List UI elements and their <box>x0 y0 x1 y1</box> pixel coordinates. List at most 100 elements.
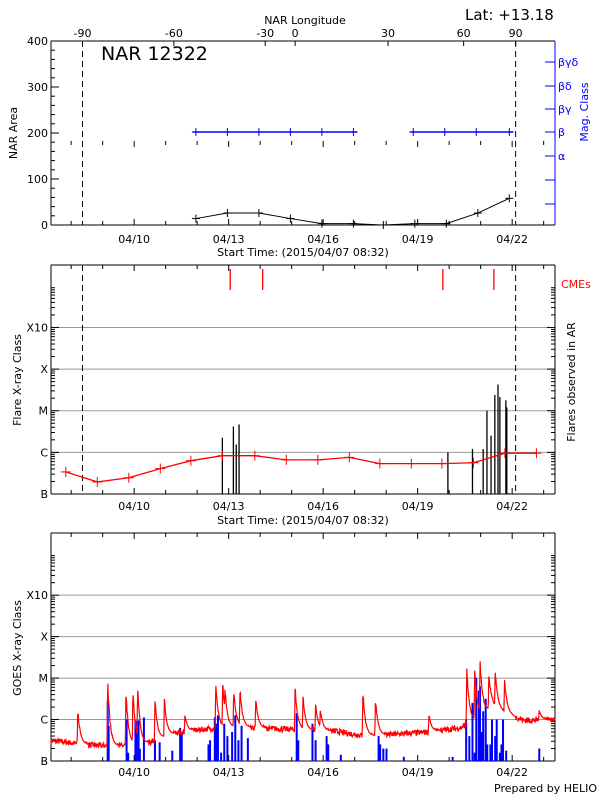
goes-short-channel-bar <box>538 748 541 761</box>
panel-nar-area: 04/10 04/13 04/16 04/19 04/22 0 100 200 300 400 βγ… <box>27 35 579 246</box>
latitude-label: Lat: +13.18 <box>465 6 554 24</box>
goes-short-channel-bar <box>468 736 471 761</box>
x-tick-label: 04/10 <box>118 233 150 246</box>
goes-short-channel-bar <box>311 723 314 761</box>
x-tick-label: 04/13 <box>213 500 245 513</box>
x-tick-label: 04/10 <box>118 500 150 513</box>
mag-class-label: α <box>558 150 565 163</box>
longitude-tick-label: -60 <box>165 27 183 40</box>
goes-short-channel-bar <box>471 702 474 761</box>
goes-short-channel-bar <box>216 715 219 761</box>
goes-short-channel-bar <box>325 736 328 761</box>
goes-short-channel-bar <box>153 740 156 761</box>
goes-short-channel-bar <box>295 713 298 761</box>
goes-short-channel-bar <box>327 744 330 761</box>
goes-short-channel-bar <box>223 723 226 761</box>
x-tick-label: 04/19 <box>402 766 434 779</box>
y-tick-label: C <box>40 446 48 459</box>
mag-class-ylabel: Mag. Class <box>578 82 591 141</box>
goes-short-channel-bar <box>179 727 182 761</box>
goes-short-channel-bar <box>491 719 493 761</box>
goes-short-channel-bar <box>473 752 476 761</box>
goes-short-channel-bar <box>505 750 508 761</box>
goes-short-channel-bar <box>382 748 385 761</box>
goes-short-channel-bar <box>207 744 210 761</box>
goes-short-channel-bar <box>489 744 492 761</box>
nar-area-line <box>195 197 510 226</box>
y-tick-label: C <box>40 714 48 727</box>
longitude-tick-label: -30 <box>256 27 274 40</box>
goes-short-channel-bar <box>477 690 480 761</box>
credit-label: Prepared by HELIO <box>494 782 597 795</box>
goes-short-channel-bar <box>215 723 218 761</box>
y-tick-label: M <box>39 672 49 685</box>
goes-short-channel-bar <box>158 742 161 761</box>
y-tick-label: 400 <box>27 35 48 48</box>
y-tick-label: B <box>40 755 48 768</box>
panel-goes: B C M X X10 04/10 04/13 04/16 04/19 04/22 <box>26 532 556 779</box>
x-tick-label: 04/13 <box>213 766 245 779</box>
longitude-tick-label: 90 <box>509 27 523 40</box>
x-tick-label: 04/22 <box>496 500 528 513</box>
y-tick-label: 100 <box>27 173 48 186</box>
x-tick-label: 04/19 <box>402 500 434 513</box>
goes-short-channel-bar <box>171 750 174 761</box>
longitude-tick-label: -90 <box>74 27 92 40</box>
x-tick-label: 04/16 <box>307 233 339 246</box>
goes-short-channel-bar <box>220 752 223 761</box>
y-tick-label: X10 <box>26 321 48 334</box>
y-tick-label: X10 <box>26 589 48 602</box>
flare-class-ylabel: Flare X-ray Class <box>11 334 24 426</box>
y-tick-label: X <box>40 631 48 644</box>
panel1-xlabel: Start Time: (2015/04/07 08:32) <box>217 246 389 259</box>
x-tick-label: 04/10 <box>118 766 150 779</box>
longitude-tick-label: 0 <box>292 27 299 40</box>
goes-short-channel-bar <box>480 731 483 761</box>
x-tick-label: 04/22 <box>496 766 528 779</box>
cmes-label: CMEs <box>561 278 591 291</box>
goes-short-channel-bar <box>107 725 110 761</box>
goes-class-ylabel: GOES X-ray Class <box>11 600 24 696</box>
nar-area-ylabel: NAR Area <box>7 107 20 159</box>
goes-long-channel-line <box>50 661 556 749</box>
goes-short-channel-bar <box>134 720 137 761</box>
longitude-tick-labels: -90 -60 -30 0 30 60 90 <box>74 27 523 40</box>
region-title: NAR 12322 <box>101 43 208 65</box>
goes-short-channel-bar <box>486 744 489 761</box>
y-tick-label: X <box>40 363 48 376</box>
top-axis-title: NAR Longitude <box>264 14 346 27</box>
longitude-tick-label: 30 <box>381 27 395 40</box>
mag-class-label: βγδ <box>558 56 579 69</box>
goes-short-channel-bar <box>385 748 388 761</box>
y-tick-label: B <box>40 488 48 501</box>
goes-short-channel-bar <box>482 711 485 761</box>
goes-short-channel-bar <box>465 719 468 761</box>
goes-short-channel-bar <box>377 736 380 761</box>
goes-short-channel-bar <box>495 719 498 761</box>
goes-short-channel-bar <box>125 719 128 761</box>
x-tick-label: 04/13 <box>213 233 245 246</box>
goes-short-channel-bar <box>502 719 505 761</box>
goes-short-channel-bar <box>494 736 497 761</box>
goes-short-channel-bar <box>297 740 300 761</box>
goes-short-channel-bar <box>246 738 249 761</box>
goes-short-channel-bar <box>498 752 501 761</box>
goes-short-channel-bar <box>231 731 234 761</box>
flares-observed-ylabel: Flares observed in AR <box>565 322 578 442</box>
longitude-tick-label: 60 <box>457 27 471 40</box>
panel-flares: B C M X X10 04/10 04/13 04/16 04/19 04/22 <box>26 264 556 513</box>
goes-average-line <box>65 452 537 483</box>
x-tick-label: 04/16 <box>307 500 339 513</box>
goes-short-channel-bar <box>237 740 240 761</box>
goes-short-channel-bar <box>209 740 212 761</box>
y-tick-label: 0 <box>41 219 48 232</box>
goes-short-channel-bar <box>138 748 141 761</box>
x-tick-label: 04/22 <box>496 233 528 246</box>
y-tick-label: 300 <box>27 81 48 94</box>
goes-short-channel-bar <box>213 717 216 761</box>
goes-short-channel-bar <box>475 678 478 761</box>
mag-class-label: β <box>558 126 565 139</box>
goes-short-channel-bar <box>137 720 140 761</box>
goes-short-channel-bar <box>180 731 183 761</box>
